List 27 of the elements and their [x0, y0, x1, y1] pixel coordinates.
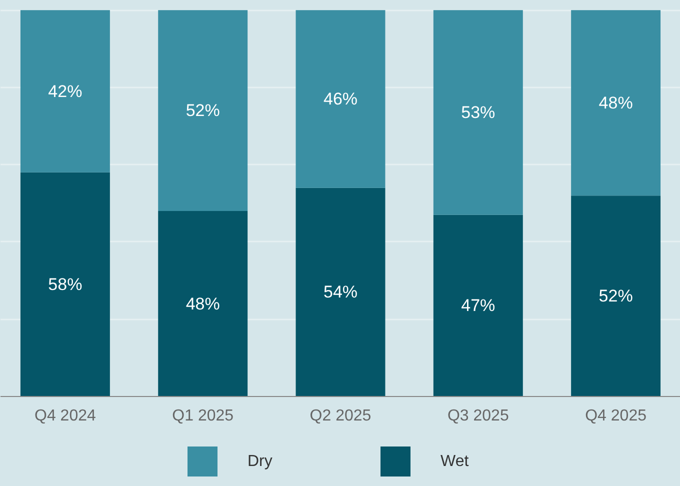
bar [571, 10, 661, 196]
data-label: 54% [323, 282, 358, 302]
bar [433, 10, 523, 215]
x-tick-label: Q2 2025 [310, 408, 372, 424]
bar [20, 172, 110, 396]
x-tick-label: Q1 2025 [172, 408, 234, 424]
legend-label: Wet [440, 453, 470, 470]
data-label: 47% [461, 296, 496, 316]
x-tick-label: Q4 2025 [585, 408, 647, 424]
data-label: 52% [186, 101, 220, 120]
bar [296, 188, 386, 396]
data-label: 53% [461, 103, 496, 122]
bar [296, 10, 386, 188]
bar [158, 211, 248, 396]
bar [158, 10, 248, 212]
legend-label: Dry [248, 453, 272, 470]
bar [571, 196, 661, 396]
data-label: 58% [48, 274, 82, 294]
data-label: 46% [323, 90, 358, 109]
bar [20, 10, 110, 172]
bar [433, 214, 523, 396]
data-label: 48% [186, 294, 220, 314]
data-label: 48% [598, 93, 633, 112]
data-label: 52% [598, 286, 633, 306]
x-tick-label: Q4 2024 [34, 408, 96, 424]
data-label: 42% [48, 82, 82, 101]
x-tick-label: Q3 2025 [447, 408, 509, 424]
